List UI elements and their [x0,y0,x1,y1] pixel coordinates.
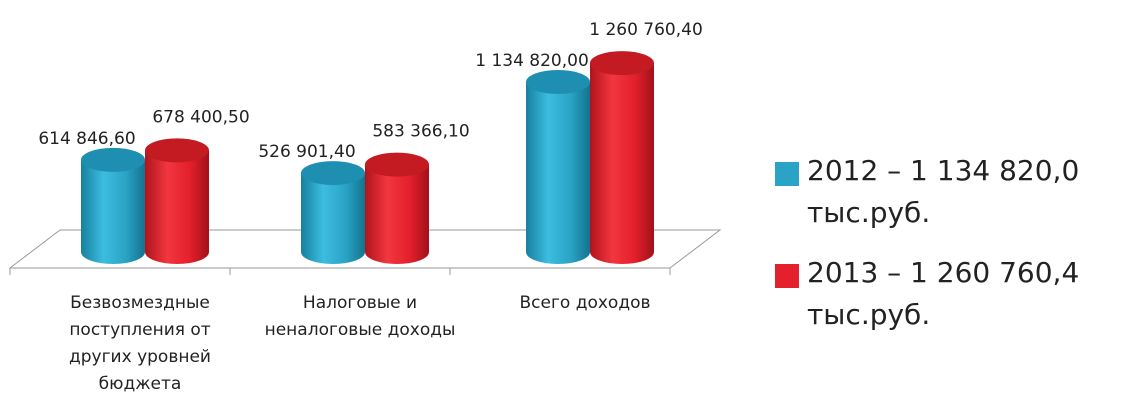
bar-total-2012 [526,82,590,264]
bar-top-tax-2013 [365,153,429,177]
bar-top-gratuitous-2013 [145,138,209,162]
value-label-gratuitous-2012: 614 846,60 [38,129,135,149]
legend-item-2013: 2013 – 1 260 760,4 тыс.руб. [775,252,1120,336]
bar-tax-2012 [301,173,365,264]
value-label-tax-2013: 583 366,10 [372,122,469,142]
category-label-total: Всего доходов [485,290,685,317]
category-label-tax: Налоговые и неналоговые доходы [260,290,460,344]
bar-total-2013 [590,63,654,264]
bar-tax-2013 [365,165,429,264]
legend-swatch-2012 [775,162,799,186]
value-label-gratuitous-2013: 678 400,50 [152,107,249,127]
bar-gratuitous-2013 [145,150,209,264]
bar-top-tax-2012 [301,161,365,185]
value-label-total-2012: 1 134 820,00 [475,51,589,71]
category-label-gratuitous: Безвозмездные поступления от других уров… [40,290,240,398]
legend-item-2012: 2012 – 1 134 820,0 тыс.руб. [775,150,1120,234]
value-label-tax-2012: 526 901,40 [258,142,355,162]
bar-top-gratuitous-2012 [81,148,145,172]
legend-swatch-2013 [775,264,799,288]
legend-label-2012: 2012 – 1 134 820,0 тыс.руб. [807,154,1079,229]
legend: 2012 – 1 134 820,0 тыс.руб. 2013 – 1 260… [775,150,1120,354]
bar-gratuitous-2012 [81,160,145,264]
bar-top-total-2012 [526,70,590,94]
value-label-total-2013: 1 260 760,40 [589,20,703,40]
legend-label-2013: 2013 – 1 260 760,4 тыс.руб. [807,256,1079,331]
bar-top-total-2013 [590,51,654,75]
